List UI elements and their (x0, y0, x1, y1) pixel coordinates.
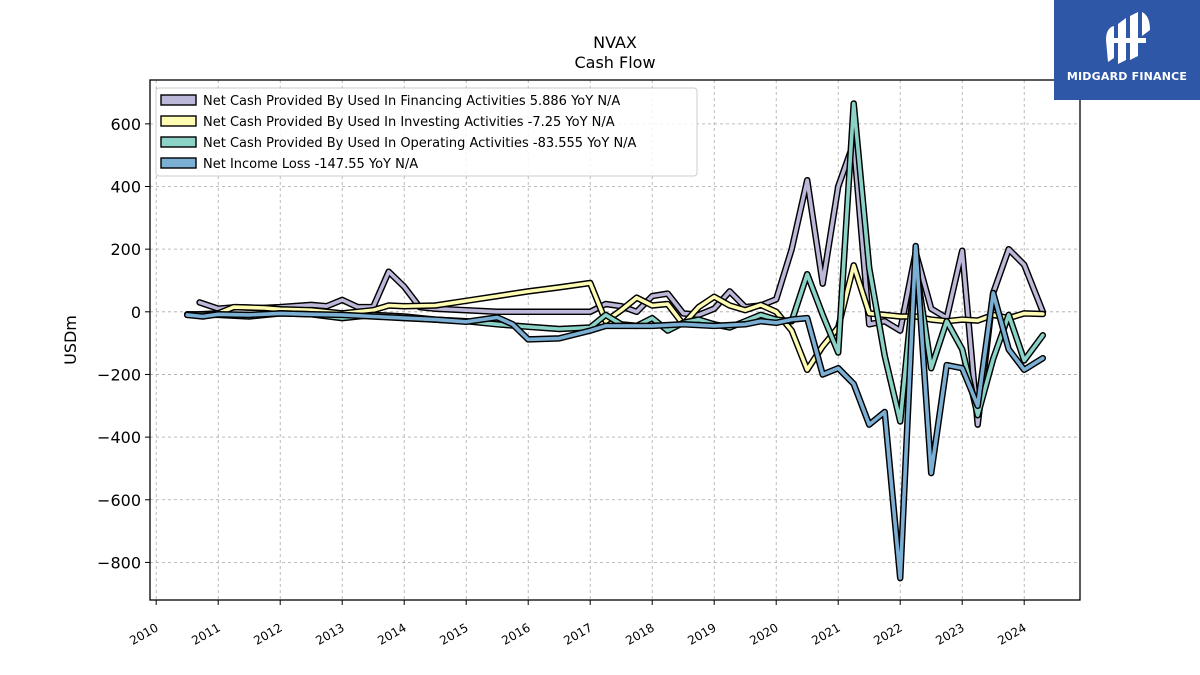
y-axis-ticks: 600 400 200 0 −200 −400 −600 −800 (97, 115, 150, 572)
legend-box (155, 87, 698, 177)
legend-label: Net Cash Provided By Used In Investing A… (203, 115, 615, 130)
legend-label: Net Income Loss -147.55 YoY N/A (203, 157, 418, 172)
y-tick-label: −200 (97, 365, 141, 384)
x-tick-label: 2011 (189, 620, 222, 647)
x-tick-label: 2023 (933, 620, 966, 647)
y-tick-label: 600 (110, 115, 141, 134)
x-tick-label: 2013 (313, 620, 346, 647)
x-tick-label: 2012 (251, 620, 284, 647)
x-tick-label: 2017 (561, 620, 594, 647)
legend-swatch (160, 115, 197, 127)
logo-mark-icon (1106, 12, 1150, 64)
y-axis-label: USDm (61, 315, 80, 365)
x-tick-label: 2019 (685, 620, 718, 647)
y-tick-label: 0 (131, 303, 141, 322)
y-tick-label: −800 (97, 553, 141, 572)
logo-text: MIDGARD FINANCE (1066, 70, 1188, 83)
chart-title: NVAX (593, 33, 637, 52)
chart-subtitle: Cash Flow (574, 53, 655, 72)
legend-swatch (160, 157, 197, 169)
legend-label: Net Cash Provided By Used In Operating A… (203, 136, 637, 151)
y-tick-label: 400 (110, 178, 141, 197)
y-tick-label: −400 (97, 428, 141, 447)
y-tick-label: −600 (97, 491, 141, 510)
plot-frame (149, 79, 1081, 601)
series-line (185, 244, 1045, 580)
series-4 (183, 242, 1047, 582)
x-tick-label: 2016 (499, 620, 532, 647)
legend-swatch (160, 136, 197, 148)
series-lines (183, 100, 1047, 582)
legend-swatch (160, 94, 197, 106)
x-tick-label: 2010 (127, 620, 160, 647)
x-tick-label: 2021 (809, 620, 842, 647)
x-tick-label: 2024 (995, 620, 1028, 647)
y-tick-label: 200 (110, 240, 141, 259)
x-tick-label: 2020 (747, 620, 780, 647)
x-tick-label: 2018 (623, 620, 656, 647)
x-axis-ticks: 2010 2011 2012 2013 2014 2015 2016 2017 2018 2019… (127, 600, 1029, 648)
x-tick-label: 2015 (437, 620, 470, 647)
legend: Net Cash Provided By Used In Financing A… (155, 87, 698, 177)
x-tick-label: 2022 (871, 620, 904, 647)
legend-label: Net Cash Provided By Used In Financing A… (203, 94, 620, 109)
midgard-finance-logo: MIDGARD FINANCE (1054, 0, 1200, 100)
x-tick-label: 2014 (375, 620, 408, 647)
